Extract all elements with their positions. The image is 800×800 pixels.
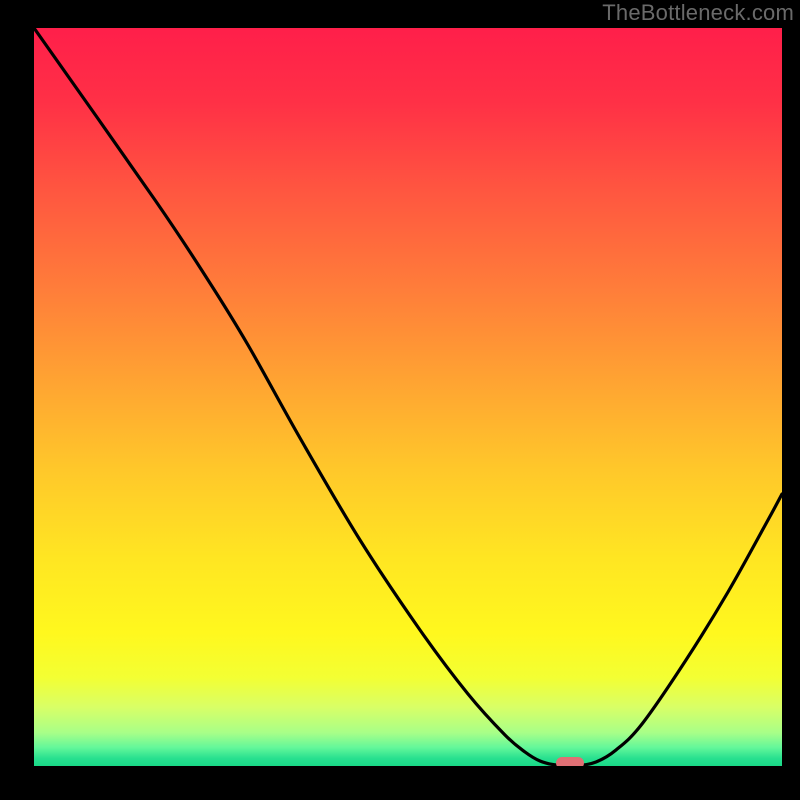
attribution-label: TheBottleneck.com	[602, 0, 794, 26]
bottleneck-chart	[0, 0, 800, 800]
chart-gradient-background	[34, 28, 782, 766]
